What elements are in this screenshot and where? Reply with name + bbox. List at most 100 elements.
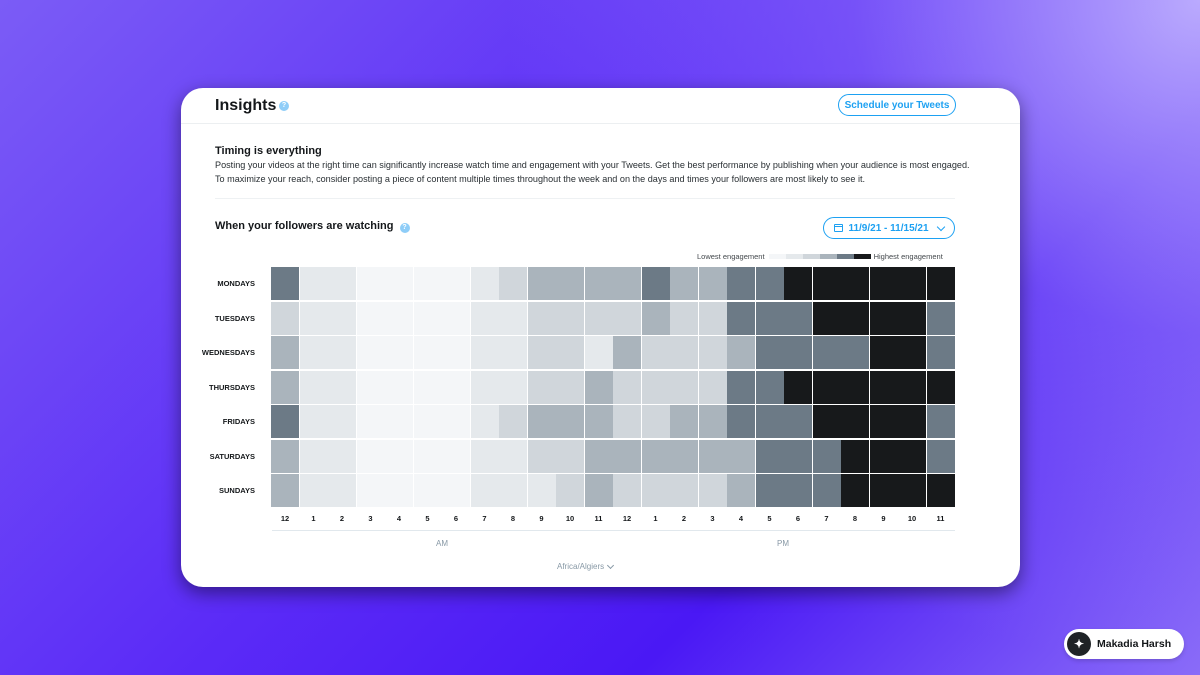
heatmap-cell[interactable] <box>470 474 499 507</box>
heatmap-cell[interactable] <box>556 474 584 507</box>
heatmap-cell[interactable] <box>613 301 641 335</box>
heatmap-cell[interactable] <box>299 405 328 438</box>
heatmap-cell[interactable] <box>670 405 698 438</box>
heatmap-cell[interactable] <box>584 439 613 473</box>
heatmap-cell[interactable] <box>869 370 898 404</box>
heatmap-cell[interactable] <box>499 474 527 507</box>
heatmap-cell[interactable] <box>869 439 898 473</box>
heatmap-cell[interactable] <box>356 439 385 473</box>
heatmap-cell[interactable] <box>898 301 926 335</box>
heatmap-cell[interactable] <box>698 370 727 404</box>
heatmap-cell[interactable] <box>356 301 385 335</box>
heatmap-cell[interactable] <box>271 439 299 473</box>
heatmap-cell[interactable] <box>584 370 613 404</box>
heatmap-cell[interactable] <box>670 370 698 404</box>
heatmap-cell[interactable] <box>356 405 385 438</box>
heatmap-cell[interactable] <box>413 439 442 473</box>
heatmap-cell[interactable] <box>784 267 812 300</box>
heatmap-cell[interactable] <box>698 267 727 300</box>
heatmap-cell[interactable] <box>328 267 356 300</box>
heatmap-cell[interactable] <box>442 301 470 335</box>
heatmap-cell[interactable] <box>812 439 841 473</box>
heatmap-cell[interactable] <box>527 474 556 507</box>
heatmap-cell[interactable] <box>413 370 442 404</box>
heatmap-cell[interactable] <box>869 336 898 369</box>
heatmap-cell[interactable] <box>556 301 584 335</box>
heatmap-cell[interactable] <box>812 267 841 300</box>
heatmap-cell[interactable] <box>527 267 556 300</box>
heatmap-cell[interactable] <box>442 370 470 404</box>
heatmap-cell[interactable] <box>442 439 470 473</box>
heatmap-cell[interactable] <box>926 301 955 335</box>
heatmap-cell[interactable] <box>271 405 299 438</box>
heatmap-cell[interactable] <box>755 439 784 473</box>
heatmap-cell[interactable] <box>784 474 812 507</box>
heatmap-cell[interactable] <box>527 439 556 473</box>
heatmap-cell[interactable] <box>385 301 413 335</box>
heatmap-cell[interactable] <box>841 439 869 473</box>
heatmap-cell[interactable] <box>727 301 755 335</box>
heatmap-cell[interactable] <box>784 370 812 404</box>
heatmap-cell[interactable] <box>328 474 356 507</box>
heatmap-cell[interactable] <box>584 267 613 300</box>
heatmap-cell[interactable] <box>328 405 356 438</box>
heatmap-cell[interactable] <box>641 405 670 438</box>
heatmap-cell[interactable] <box>470 336 499 369</box>
heatmap-cell[interactable] <box>670 301 698 335</box>
heatmap-cell[interactable] <box>812 301 841 335</box>
heatmap-cell[interactable] <box>841 405 869 438</box>
heatmap-cell[interactable] <box>442 336 470 369</box>
heatmap-cell[interactable] <box>527 370 556 404</box>
heatmap-cell[interactable] <box>584 336 613 369</box>
heatmap-cell[interactable] <box>926 336 955 369</box>
heatmap-cell[interactable] <box>584 405 613 438</box>
heatmap-cell[interactable] <box>470 301 499 335</box>
heatmap-cell[interactable] <box>869 474 898 507</box>
heatmap-cell[interactable] <box>413 474 442 507</box>
heatmap-cell[interactable] <box>755 301 784 335</box>
heatmap-cell[interactable] <box>328 370 356 404</box>
heatmap-cell[interactable] <box>755 405 784 438</box>
heatmap-cell[interactable] <box>356 336 385 369</box>
heatmap-cell[interactable] <box>727 267 755 300</box>
heatmap-cell[interactable] <box>784 301 812 335</box>
heatmap-cell[interactable] <box>727 370 755 404</box>
heatmap-cell[interactable] <box>898 405 926 438</box>
heatmap-cell[interactable] <box>613 267 641 300</box>
heatmap-cell[interactable] <box>556 405 584 438</box>
heatmap-cell[interactable] <box>841 267 869 300</box>
schedule-tweets-button[interactable]: Schedule your Tweets <box>838 94 956 116</box>
heatmap-cell[interactable] <box>499 370 527 404</box>
heatmap-cell[interactable] <box>898 267 926 300</box>
heatmap-cell[interactable] <box>784 439 812 473</box>
help-icon[interactable]: ? <box>279 101 289 111</box>
heatmap-cell[interactable] <box>413 267 442 300</box>
heatmap-cell[interactable] <box>584 301 613 335</box>
heatmap-cell[interactable] <box>641 336 670 369</box>
heatmap-cell[interactable] <box>385 267 413 300</box>
heatmap-cell[interactable] <box>499 267 527 300</box>
heatmap-cell[interactable] <box>413 301 442 335</box>
heatmap-cell[interactable] <box>841 301 869 335</box>
heatmap-cell[interactable] <box>299 336 328 369</box>
heatmap-cell[interactable] <box>413 405 442 438</box>
heatmap-cell[interactable] <box>926 405 955 438</box>
heatmap-cell[interactable] <box>271 474 299 507</box>
heatmap-cell[interactable] <box>841 370 869 404</box>
heatmap-cell[interactable] <box>926 267 955 300</box>
heatmap-cell[interactable] <box>556 267 584 300</box>
heatmap-cell[interactable] <box>898 474 926 507</box>
heatmap-cell[interactable] <box>470 267 499 300</box>
heatmap-cell[interactable] <box>499 405 527 438</box>
heatmap-cell[interactable] <box>670 336 698 369</box>
heatmap-cell[interactable] <box>869 405 898 438</box>
heatmap-cell[interactable] <box>898 439 926 473</box>
heatmap-cell[interactable] <box>613 474 641 507</box>
heatmap-cell[interactable] <box>328 301 356 335</box>
heatmap-cell[interactable] <box>698 439 727 473</box>
heatmap-cell[interactable] <box>271 267 299 300</box>
heatmap-cell[interactable] <box>299 301 328 335</box>
heatmap-cell[interactable] <box>385 370 413 404</box>
heatmap-cell[interactable] <box>670 474 698 507</box>
heatmap-cell[interactable] <box>698 336 727 369</box>
